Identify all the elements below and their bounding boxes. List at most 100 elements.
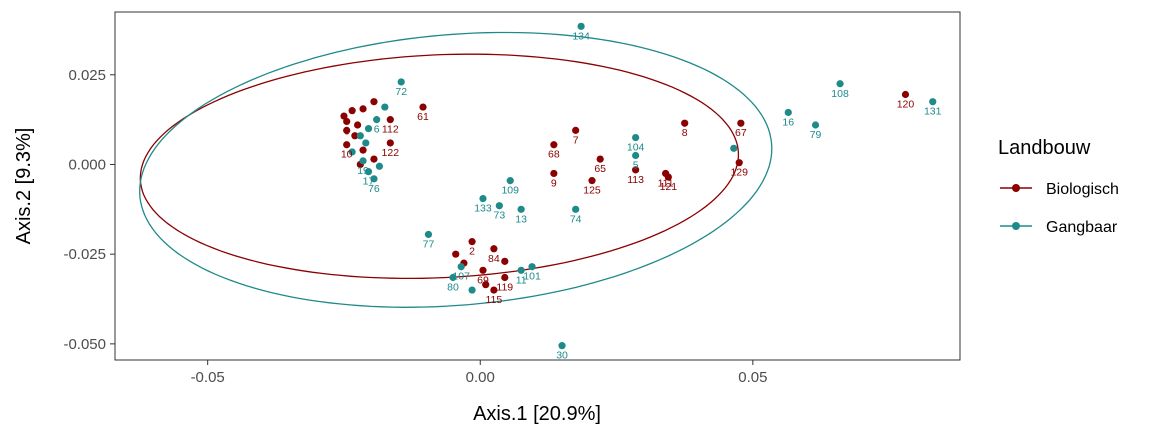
point-biologisch — [343, 117, 351, 126]
point-biologisch — [370, 155, 378, 163]
point-label: 11 — [516, 274, 527, 286]
point-gangbaar — [364, 168, 373, 176]
x-axis: -0.05 0.00 0.05 — [191, 360, 767, 386]
point-label: 77 — [423, 238, 435, 250]
point-biologisch — [340, 112, 348, 120]
point-label: 7 — [573, 134, 579, 146]
confidence-ellipses — [139, 31, 773, 308]
point-label: 125 — [583, 185, 601, 197]
point-biologisch — [632, 166, 640, 174]
point-biologisch — [501, 257, 509, 265]
point-biologisch — [501, 273, 509, 282]
point-biologisch — [572, 126, 580, 134]
point-label: 122 — [382, 147, 400, 159]
point-label: 84 — [488, 253, 500, 265]
point-gangbaar — [362, 139, 370, 147]
point-label: 8 — [682, 127, 688, 139]
point-label: 9 — [551, 177, 557, 189]
y-tick-label: 0.025 — [68, 67, 106, 84]
point-label: 69 — [477, 274, 489, 286]
point-label: 120 — [897, 99, 915, 111]
point-label: 101 — [523, 271, 541, 283]
point-biologisch — [359, 146, 367, 154]
point-gangbaar — [457, 263, 465, 271]
point-gangbaar — [468, 286, 476, 294]
point-gangbaar — [424, 230, 433, 239]
point-label: 6 — [374, 124, 380, 136]
point-label: 104 — [627, 142, 645, 154]
point-biologisch — [351, 132, 359, 140]
legend-item-biologisch: Biologisch — [1000, 181, 1119, 198]
point-gangbaar — [632, 151, 640, 160]
point-biologisch — [386, 116, 394, 124]
y-axis: -0.050 -0.025 0.000 0.025 — [63, 67, 115, 353]
legend-label-biologisch: Biologisch — [1046, 181, 1119, 198]
point-biologisch — [681, 119, 689, 127]
legend-key-point-gangbaar — [1012, 222, 1020, 230]
point-gangbaar — [577, 22, 585, 30]
point-gangbaar — [495, 202, 503, 210]
legend: Landbouw Biologisch Gangbaar — [998, 137, 1119, 236]
y-tick-label: -0.025 — [63, 246, 106, 263]
point-label: 5 — [633, 160, 639, 172]
plot-background — [114, 11, 961, 361]
point-gangbaar — [364, 124, 373, 133]
point-label: 108 — [831, 88, 849, 100]
point-label: 113 — [627, 174, 644, 186]
point-biologisch — [452, 250, 460, 258]
point-biologisch — [737, 119, 745, 127]
point-biologisch — [386, 139, 394, 147]
point-biologisch — [588, 177, 596, 185]
y-tick-label: -0.050 — [63, 336, 106, 353]
point-label: 68 — [548, 149, 560, 161]
point-label: 30 — [556, 350, 568, 362]
point-label: 65 — [594, 163, 606, 175]
point-gangbaar — [375, 162, 384, 170]
point-gangbaar — [348, 148, 356, 156]
point-label: 74 — [570, 213, 582, 225]
x-tick-label: 0.05 — [738, 369, 767, 386]
point-gangbaar — [517, 205, 525, 213]
point-gangbaar — [359, 157, 367, 165]
point-gangbaar — [397, 78, 405, 86]
point-label: 19 — [357, 165, 369, 177]
point-label: 72 — [395, 86, 407, 98]
point-label: 67 — [735, 127, 747, 139]
point-gangbaar — [836, 80, 844, 88]
point-label: 79 — [810, 129, 822, 141]
point-gangbaar — [373, 116, 381, 124]
legend-title: Landbouw — [998, 137, 1091, 159]
point-gangbaar — [929, 98, 937, 106]
point-gangbaar — [784, 108, 792, 117]
point-label: 121 — [660, 181, 678, 193]
point-gangbaar — [811, 121, 820, 129]
point-biologisch — [343, 141, 351, 149]
point-biologisch — [353, 121, 362, 129]
point-biologisch — [419, 103, 427, 111]
point-label: 133 — [474, 203, 492, 215]
point-label: 73 — [493, 210, 505, 222]
point-label: 17 — [363, 176, 375, 188]
point-gangbaar — [558, 342, 566, 350]
point-label: 129 — [730, 167, 748, 179]
point-biologisch — [359, 105, 367, 113]
point-gangbaar — [370, 175, 378, 183]
point-label: 80 — [447, 281, 459, 293]
point-label: 13 — [515, 213, 527, 225]
point-label: 119 — [496, 281, 513, 293]
point-biologisch — [901, 90, 910, 99]
x-axis-title: Axis.1 [20.9%] — [473, 403, 601, 425]
point-biologisch — [550, 141, 558, 149]
point-biologisch — [479, 266, 487, 274]
point-gangbaar — [506, 177, 514, 185]
point-biologisch — [490, 245, 498, 253]
y-tick-label: 0.000 — [68, 156, 106, 173]
point-biologisch — [343, 126, 351, 134]
point-label: 115 — [486, 294, 503, 306]
point-label: 109 — [501, 185, 519, 197]
point-biologisch — [550, 169, 558, 178]
point-biologisch — [482, 281, 490, 289]
point-biologisch — [468, 238, 476, 246]
point-label: 61 — [417, 111, 429, 123]
point-label: 111 — [658, 177, 674, 189]
